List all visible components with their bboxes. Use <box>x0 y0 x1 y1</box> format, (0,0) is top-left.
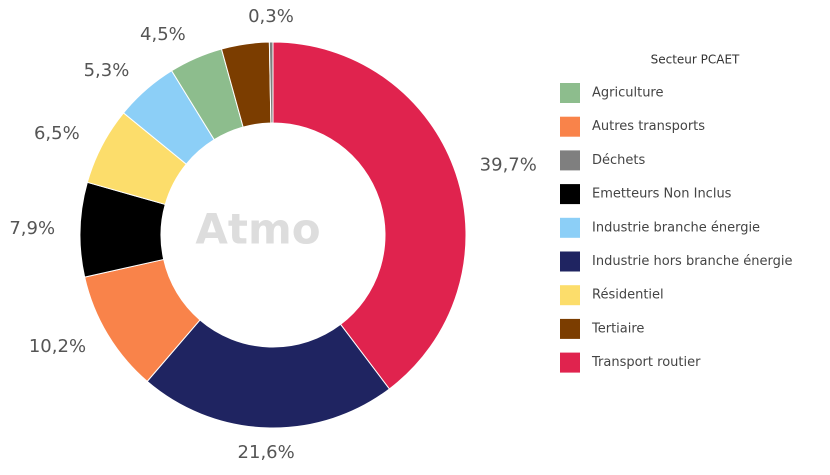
legend-label: Agriculture <box>592 86 664 101</box>
legend-swatch <box>560 217 580 238</box>
legend-swatch <box>560 285 580 306</box>
slice <box>146 319 391 429</box>
legend-label: Autres transports <box>592 119 705 134</box>
data-label: 7,9% <box>9 218 55 239</box>
legend-label: Transport routier <box>591 355 701 370</box>
data-label: 0,3% <box>248 6 294 27</box>
slice <box>272 41 467 390</box>
data-label: 6,5% <box>34 123 80 144</box>
legend-title: Secteur PCAET <box>651 53 740 67</box>
legend-swatch <box>560 116 580 137</box>
legend-label: Tertiaire <box>591 321 644 336</box>
slice <box>268 41 274 124</box>
legend-swatch <box>560 150 580 171</box>
data-label: 10,2% <box>29 336 86 357</box>
legend-swatch <box>560 352 580 373</box>
legend-swatch <box>560 184 580 205</box>
data-label: 4,5% <box>140 24 186 45</box>
legend-label: Emetteurs Non Inclus <box>592 187 732 202</box>
legend-label: Résidentiel <box>592 288 664 303</box>
legend-swatch <box>560 83 580 103</box>
legend-label: Industrie branche énergie <box>592 220 760 235</box>
legend-label: Déchets <box>592 153 645 168</box>
legend-swatch <box>560 318 580 339</box>
data-label: 39,7% <box>480 155 537 176</box>
data-label: 5,3% <box>84 60 130 81</box>
legend-label: Industrie hors branche énergie <box>592 254 793 269</box>
watermark: Atmo <box>195 205 320 254</box>
data-label: 21,6% <box>238 442 295 463</box>
legend-swatch <box>560 251 580 272</box>
